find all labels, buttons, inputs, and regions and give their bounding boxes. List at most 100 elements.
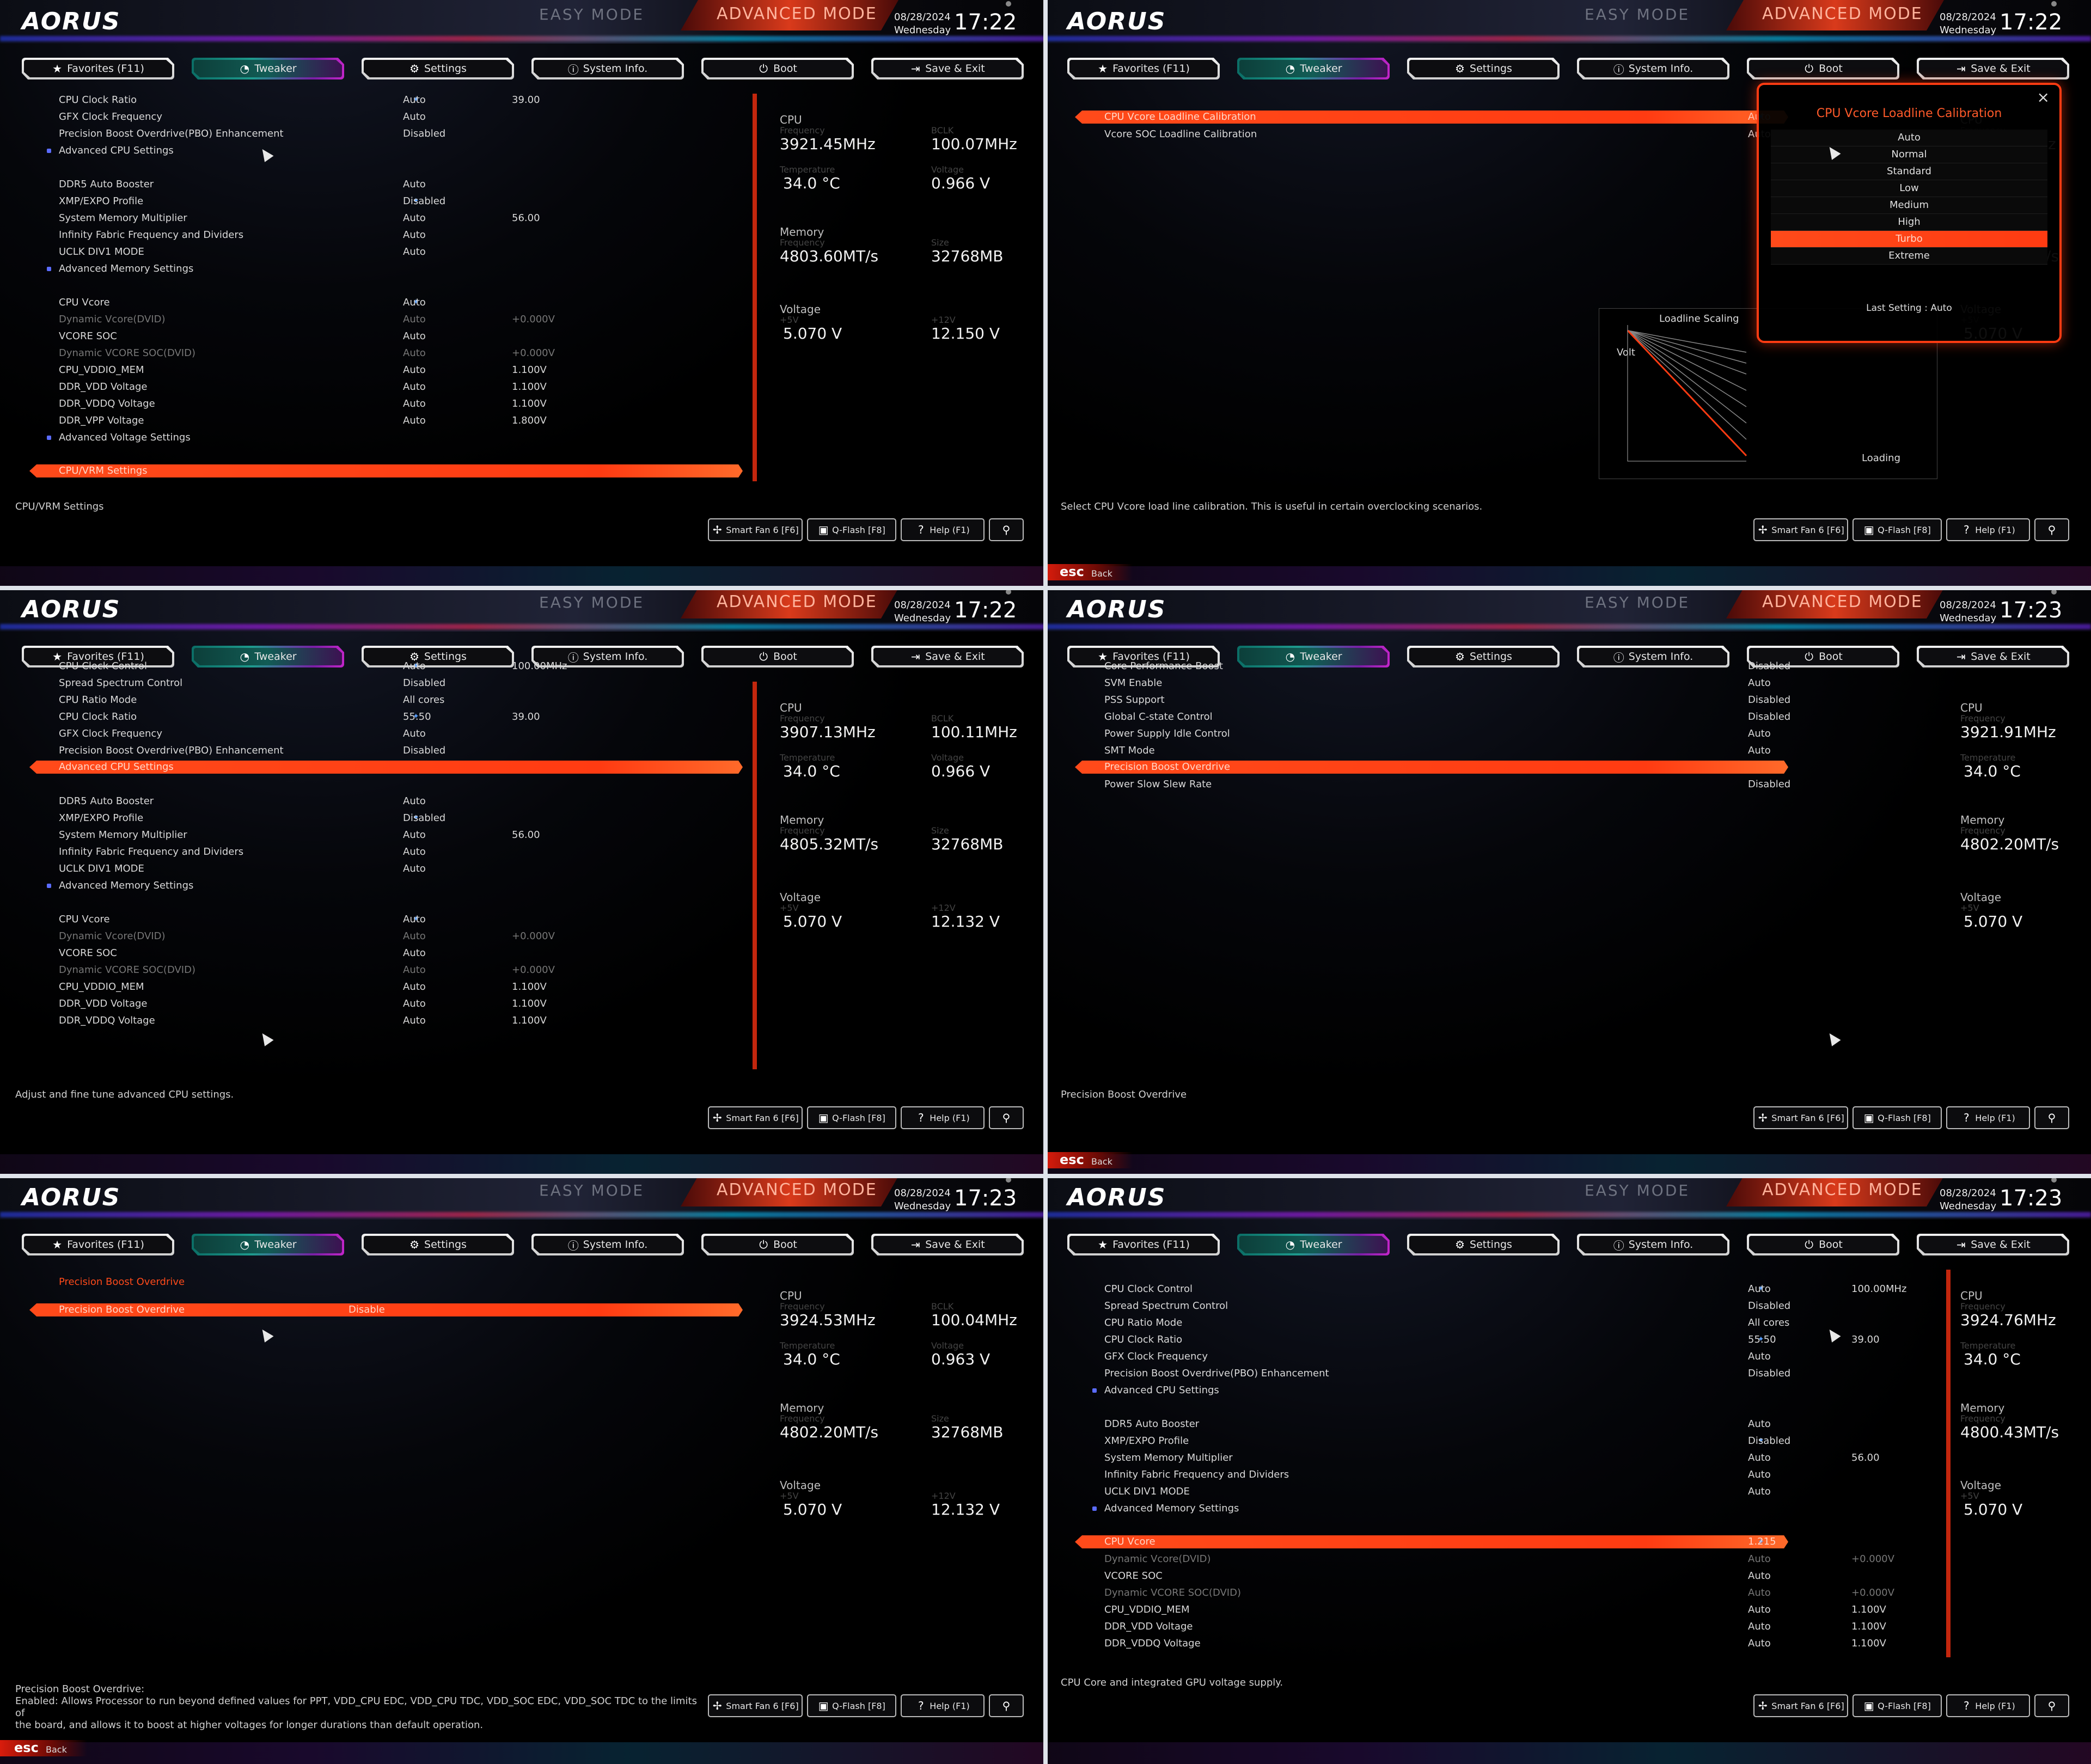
- option-extreme[interactable]: Extreme: [1771, 248, 2047, 265]
- setting-value[interactable]: Auto: [403, 964, 426, 976]
- setting-row-ddr-vdd-voltage[interactable]: DDR_VDD Voltage Auto 1.100V: [29, 378, 743, 395]
- setting-value[interactable]: Auto: [403, 1015, 426, 1026]
- tab-system-info[interactable]: ⓘ System Info.: [1577, 58, 1729, 79]
- tab-save-exit[interactable]: ⇥ Save & Exit: [1917, 1234, 2069, 1255]
- option-auto[interactable]: Auto: [1771, 130, 2047, 146]
- setting-value[interactable]: 1.215: [1748, 1536, 1776, 1547]
- setting-value[interactable]: Auto: [1748, 1587, 1771, 1598]
- setting-value[interactable]: Auto: [403, 297, 426, 308]
- setting-row-uclk-div1-mode[interactable]: UCLK DIV1 MODE Auto: [29, 860, 743, 877]
- help-button[interactable]: ? Help (F1): [901, 1106, 985, 1129]
- option-high[interactable]: High: [1771, 214, 2047, 231]
- tab-system-info[interactable]: ⓘ System Info.: [531, 1234, 684, 1255]
- setting-row-gfx-clock-frequency[interactable]: GFX Clock Frequency Auto: [1075, 1348, 1788, 1365]
- advanced-mode-button[interactable]: ADVANCED MODE: [717, 4, 877, 23]
- setting-value[interactable]: Disabled: [1748, 711, 1791, 722]
- setting-row-vcore-soc[interactable]: VCORE SOC Auto: [29, 945, 743, 961]
- scrollbar[interactable]: [753, 94, 757, 481]
- setting-row-cpu-clock-ratio[interactable]: CPU Clock Ratio ✦ Auto 39.00: [29, 91, 743, 108]
- setting-value[interactable]: Auto: [403, 415, 426, 426]
- setting-value[interactable]: Auto: [1748, 1351, 1771, 1362]
- tab-save-exit[interactable]: ⇥ Save & Exit: [1917, 646, 2069, 667]
- tab-boot[interactable]: ⏻ Boot: [701, 1234, 854, 1255]
- q-flash-button[interactable]: ▣ Q-Flash [F8]: [807, 1106, 896, 1129]
- setting-value[interactable]: All cores: [1748, 1317, 1790, 1328]
- esc-key[interactable]: esc: [1060, 1152, 1084, 1167]
- setting-value[interactable]: Auto: [403, 330, 426, 342]
- tab-system-info[interactable]: ⓘ System Info.: [1577, 1234, 1729, 1255]
- tab-tweaker[interactable]: ◔ Tweaker: [192, 58, 344, 79]
- setting-row-ddr-vddq-voltage[interactable]: DDR_VDDQ Voltage Auto 1.100V: [29, 1012, 743, 1029]
- tab-system-info[interactable]: ⓘ System Info.: [1577, 646, 1729, 667]
- setting-value[interactable]: 55.50: [403, 711, 431, 722]
- setting-value[interactable]: Disabled: [1748, 694, 1791, 706]
- smart-fan-button[interactable]: ✢ Smart Fan 6 [F6]: [708, 518, 803, 541]
- search-button[interactable]: ⚲: [2034, 1106, 2069, 1129]
- setting-value[interactable]: Auto: [403, 863, 426, 874]
- setting-value[interactable]: Auto: [403, 829, 426, 841]
- setting-row-system-memory-multiplier[interactable]: System Memory Multiplier Auto 56.00: [1075, 1449, 1880, 1466]
- easy-mode-button[interactable]: EASY MODE: [539, 5, 645, 23]
- easy-mode-button[interactable]: EASY MODE: [1585, 593, 1690, 611]
- setting-row-cpu-vcore[interactable]: CPU Vcore ✦ Auto: [29, 911, 743, 928]
- setting-row-global-c-state-control[interactable]: Global C-state Control Disabled: [1075, 708, 1791, 725]
- setting-value[interactable]: Disable: [348, 1304, 385, 1315]
- setting-row-gfx-clock-frequency[interactable]: GFX Clock Frequency Auto: [29, 725, 743, 742]
- setting-row-cpu-vddio-mem[interactable]: CPU_VDDIO_MEM Auto 1.100V: [29, 978, 743, 995]
- setting-row-uclk-div1-mode[interactable]: UCLK DIV1 MODE Auto: [29, 243, 743, 260]
- setting-value[interactable]: Auto: [1748, 1469, 1771, 1480]
- advanced-mode-button[interactable]: ADVANCED MODE: [717, 1180, 877, 1199]
- easy-mode-button[interactable]: EASY MODE: [539, 593, 645, 611]
- setting-row-xmp-expo-profile[interactable]: XMP/EXPO Profile ✦ Disabled: [1075, 1432, 1791, 1449]
- setting-row-cpu-vddio-mem[interactable]: CPU_VDDIO_MEM Auto 1.100V: [1075, 1601, 1886, 1618]
- setting-row-ddr-vddq-voltage[interactable]: DDR_VDDQ Voltage Auto 1.100V: [29, 395, 743, 412]
- setting-value[interactable]: Auto: [1748, 745, 1771, 756]
- setting-value[interactable]: Disabled: [1748, 1435, 1791, 1447]
- setting-row-svm-enable[interactable]: SVM Enable Auto: [1075, 675, 1788, 691]
- option-standard[interactable]: Standard: [1771, 163, 2047, 180]
- setting-row-infinity-fabric-frequency-and-dividers[interactable]: Infinity Fabric Frequency and Dividers Au…: [29, 843, 743, 860]
- setting-value[interactable]: Auto: [403, 229, 426, 241]
- setting-row-system-memory-multiplier[interactable]: System Memory Multiplier Auto 56.00: [29, 826, 743, 843]
- setting-row-spread-spectrum-control[interactable]: Spread Spectrum Control Disabled: [1075, 1297, 1790, 1314]
- setting-row-cpu-ratio-mode[interactable]: CPU Ratio Mode All cores: [29, 691, 743, 708]
- setting-row-system-memory-multiplier[interactable]: System Memory Multiplier Auto 56.00: [29, 210, 743, 226]
- setting-value[interactable]: Auto: [403, 981, 426, 993]
- setting-row-cpu-vrm-settings[interactable]: CPU/VRM Settings: [29, 464, 743, 477]
- advanced-mode-button[interactable]: ADVANCED MODE: [1762, 4, 1923, 23]
- tab-boot[interactable]: ⏻ Boot: [1747, 58, 1899, 79]
- setting-row-advanced-memory-settings[interactable]: Advanced Memory Settings: [1075, 1500, 1788, 1517]
- q-flash-button[interactable]: ▣ Q-Flash [F8]: [1852, 1106, 1942, 1129]
- setting-value[interactable]: Auto: [1748, 728, 1771, 739]
- setting-value[interactable]: Auto: [1748, 1452, 1771, 1463]
- setting-row-precision-boost-overdrive[interactable]: Precision Boost Overdrive Disable: [29, 1303, 743, 1316]
- setting-row-power-slow-slew-rate[interactable]: Power Slow Slew Rate Disabled: [1075, 776, 1790, 793]
- setting-value[interactable]: All cores: [403, 694, 445, 706]
- setting-value[interactable]: Auto: [403, 947, 426, 959]
- setting-row-xmp-expo-profile[interactable]: XMP/EXPO Profile ✦ Disabled: [29, 810, 743, 826]
- setting-value[interactable]: Auto: [1748, 1486, 1771, 1497]
- setting-row-ddr5-auto-booster[interactable]: DDR5 Auto Booster Auto: [29, 176, 743, 193]
- setting-row-ddr5-auto-booster[interactable]: DDR5 Auto Booster Auto: [1075, 1416, 1788, 1432]
- setting-row-dynamic-vcore-dvid[interactable]: Dynamic Vcore(DVID) Auto +0.000V: [1075, 1551, 1894, 1567]
- search-button[interactable]: ⚲: [989, 1106, 1024, 1129]
- setting-row-dynamic-vcore-soc-dvid[interactable]: Dynamic VCORE SOC(DVID) Auto +0.000V: [29, 345, 743, 362]
- setting-value[interactable]: Auto: [1748, 677, 1771, 689]
- easy-mode-button[interactable]: EASY MODE: [539, 1181, 645, 1199]
- search-button[interactable]: ⚲: [989, 518, 1024, 541]
- setting-value[interactable]: Auto: [1748, 1604, 1771, 1615]
- setting-value[interactable]: Auto: [403, 111, 426, 122]
- setting-row-infinity-fabric-frequency-and-dividers[interactable]: Infinity Fabric Frequency and Dividers Au…: [1075, 1466, 1788, 1483]
- setting-row-spread-spectrum-control[interactable]: Spread Spectrum Control Disabled: [29, 675, 743, 691]
- setting-row-advanced-memory-settings[interactable]: Advanced Memory Settings: [29, 877, 743, 894]
- setting-value[interactable]: Auto: [403, 660, 426, 672]
- close-icon[interactable]: ×: [2037, 88, 2050, 106]
- search-button[interactable]: ⚲: [2034, 1694, 2069, 1717]
- setting-value[interactable]: Auto: [403, 314, 426, 325]
- setting-row-dynamic-vcore-dvid[interactable]: Dynamic Vcore(DVID) Auto +0.000V: [29, 311, 743, 328]
- setting-row-vcore-soc[interactable]: VCORE SOC Auto: [29, 328, 743, 345]
- setting-row-cpu-clock-ratio[interactable]: CPU Clock Ratio ✦ 55.50 39.00: [1075, 1331, 1880, 1348]
- setting-row-infinity-fabric-frequency-and-dividers[interactable]: Infinity Fabric Frequency and Dividers Au…: [29, 226, 743, 243]
- back-label[interactable]: Back: [1091, 568, 1112, 579]
- tab-boot[interactable]: ⏻ Boot: [701, 58, 854, 79]
